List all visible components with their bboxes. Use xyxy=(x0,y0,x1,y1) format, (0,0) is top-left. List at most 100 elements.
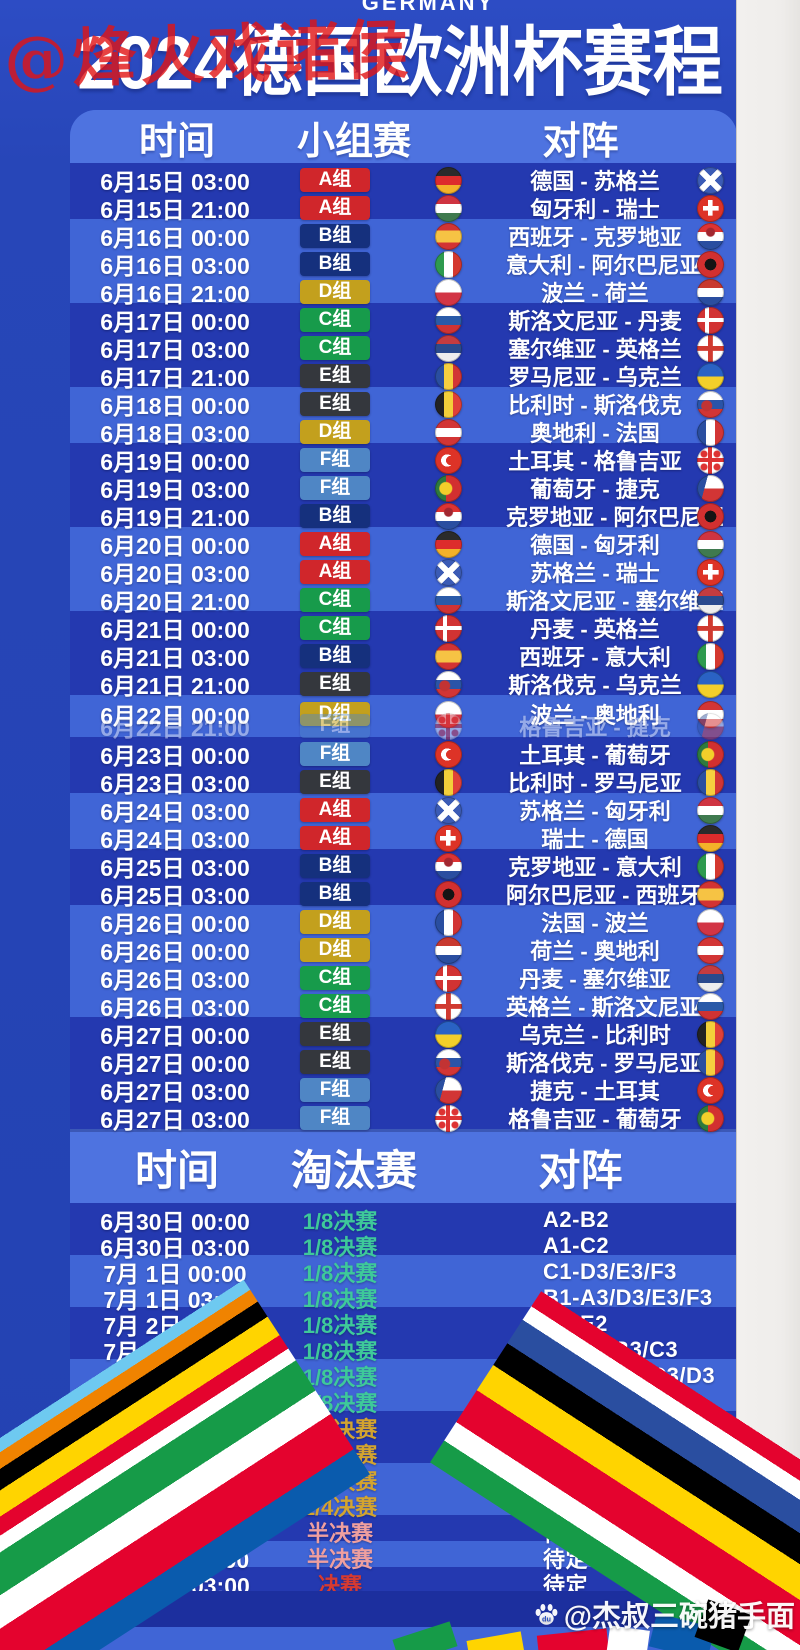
group-badge-cell: F组 xyxy=(280,742,390,766)
group-badge: C组 xyxy=(300,616,370,640)
home-flag-icon xyxy=(434,1048,462,1076)
group-badge-cell: C组 xyxy=(280,966,390,990)
away-flag-cell xyxy=(684,964,737,992)
away-flag-cell xyxy=(684,166,737,194)
matchup: 丹麦 - 塞尔维亚 xyxy=(519,967,671,992)
away-flag-icon xyxy=(697,768,724,796)
away-flag-icon xyxy=(697,334,724,362)
group-match-row: 6月20日 21:00 C组 斯洛文尼亚 - 塞尔维亚 xyxy=(70,583,737,615)
home-flag-icon xyxy=(434,670,462,698)
group-match-row: 6月20日 00:00 A组 德国 - 匈牙利 xyxy=(70,527,737,559)
home-flag-cell xyxy=(390,306,506,334)
matchup: 奥地利 - 法国 xyxy=(530,421,660,446)
group-badge: D组 xyxy=(300,420,370,444)
away-flag-cell xyxy=(684,1104,737,1132)
watermark-bottom-right: du @杰叔三碗猪手面 xyxy=(533,1593,795,1635)
match-time: 6月20日 03:00 xyxy=(100,561,250,587)
home-flag-icon xyxy=(434,796,462,824)
away-flag-cell xyxy=(684,586,737,614)
group-badge-cell: C组 xyxy=(280,588,390,612)
group-match-row: 6月18日 00:00 E组 比利时 - 斯洛伐克 xyxy=(70,387,737,419)
match-time: 6月25日 03:00 xyxy=(100,855,250,881)
away-flag-icon xyxy=(697,390,724,418)
knockout-header-vs: 对阵 xyxy=(538,1147,623,1194)
group-match-row: 6月15日 21:00 A组 匈牙利 - 瑞士 xyxy=(70,191,737,223)
group-badge-cell: B组 xyxy=(280,644,390,668)
home-flag-cell xyxy=(390,334,506,362)
matchup: 比利时 - 罗马尼亚 xyxy=(508,771,682,796)
away-flag-cell xyxy=(684,936,737,964)
group-match-row: 6月18日 03:00 D组 奥地利 - 法国 xyxy=(70,415,737,447)
matchup: 斯洛文尼亚 - 丹麦 xyxy=(508,309,682,334)
away-flag-cell xyxy=(684,390,737,418)
away-flag-icon xyxy=(697,278,724,306)
away-flag-icon xyxy=(697,1020,724,1048)
match-time: 6月15日 21:00 xyxy=(100,197,250,223)
home-flag-cell xyxy=(390,390,506,418)
home-flag-cell xyxy=(390,642,506,670)
group-match-row: 6月22日 21:00 F组 格鲁吉亚 - 捷克 xyxy=(70,709,737,741)
away-flag-cell xyxy=(684,824,737,852)
matchup: 比利时 - 斯洛伐克 xyxy=(508,393,682,418)
group-badge-cell: B组 xyxy=(280,504,390,528)
group-badge-cell: E组 xyxy=(280,1050,390,1074)
stage-label: 1/8决赛 xyxy=(302,1287,378,1312)
away-flag-cell xyxy=(684,614,737,642)
group-badge: E组 xyxy=(300,392,370,416)
group-badge: B组 xyxy=(300,252,370,276)
match-time: 6月22日 00:00 xyxy=(100,703,250,729)
group-badge: C组 xyxy=(300,966,370,990)
home-flag-cell xyxy=(390,586,506,614)
group-match-row: 6月22日 00:00 D组 波兰 - 奥地利 xyxy=(70,697,737,729)
home-flag-cell xyxy=(390,880,506,908)
match-time: 6月30日 00:00 xyxy=(100,1209,250,1235)
away-flag-cell xyxy=(684,194,737,222)
matchup: 格鲁吉亚 - 葡萄牙 xyxy=(508,1107,682,1132)
home-flag-icon xyxy=(434,166,462,194)
away-flag-cell xyxy=(684,530,737,558)
group-badge-cell: F组 xyxy=(280,1106,390,1130)
away-flag-icon xyxy=(697,446,724,474)
away-flag-cell xyxy=(684,474,737,502)
group-badge-cell: A组 xyxy=(280,532,390,556)
away-flag-icon xyxy=(697,880,724,908)
home-flag-icon xyxy=(434,530,462,558)
away-flag-cell xyxy=(684,502,737,530)
group-badge-cell: F组 xyxy=(280,1078,390,1102)
group-match-row: 6月16日 03:00 B组 意大利 - 阿尔巴尼亚 xyxy=(70,247,737,279)
home-flag-cell xyxy=(390,558,506,586)
matchup: 土耳其 - 葡萄牙 xyxy=(519,743,671,768)
match-time: 6月20日 21:00 xyxy=(100,589,250,615)
match-time: 6月15日 03:00 xyxy=(100,169,250,195)
away-flag-icon xyxy=(697,964,724,992)
match-time: 6月19日 21:00 xyxy=(100,505,250,531)
away-flag-icon xyxy=(697,586,724,614)
page-title: 2024德国欧洲杯赛程 xyxy=(77,20,723,105)
group-badge-cell: C组 xyxy=(280,994,390,1018)
group-match-row: 6月17日 00:00 C组 斯洛文尼亚 - 丹麦 xyxy=(70,303,737,335)
group-badge: D组 xyxy=(300,938,370,962)
home-flag-cell xyxy=(390,1076,506,1104)
group-match-row: 6月19日 03:00 F组 葡萄牙 - 捷克 xyxy=(70,471,737,503)
match-time: 6月22日 21:00 xyxy=(100,715,250,741)
away-flag-icon xyxy=(697,852,724,880)
group-match-row: 6月23日 03:00 E组 比利时 - 罗马尼亚 xyxy=(70,765,737,797)
group-badge-cell: B组 xyxy=(280,854,390,878)
group-badge: F组 xyxy=(300,1078,370,1102)
group-badge: A组 xyxy=(300,560,370,584)
home-flag-cell xyxy=(390,474,506,502)
home-flag-cell xyxy=(390,1048,506,1076)
match-time: 6月16日 21:00 xyxy=(100,281,250,307)
group-badge-cell: E组 xyxy=(280,392,390,416)
matchup: 罗马尼亚 - 乌克兰 xyxy=(508,365,682,390)
group-badge: A组 xyxy=(300,798,370,822)
group-match-row: 6月26日 03:00 C组 丹麦 - 塞尔维亚 xyxy=(70,961,737,993)
group-badge-cell: A组 xyxy=(280,196,390,220)
away-flag-cell xyxy=(684,1076,737,1104)
away-flag-icon xyxy=(697,796,724,824)
matchup: 苏格兰 - 匈牙利 xyxy=(519,799,671,824)
match-time: 6月25日 03:00 xyxy=(100,883,250,909)
matchup: 葡萄牙 - 捷克 xyxy=(530,477,660,502)
home-flag-icon xyxy=(434,936,462,964)
home-flag-icon xyxy=(434,1020,462,1048)
